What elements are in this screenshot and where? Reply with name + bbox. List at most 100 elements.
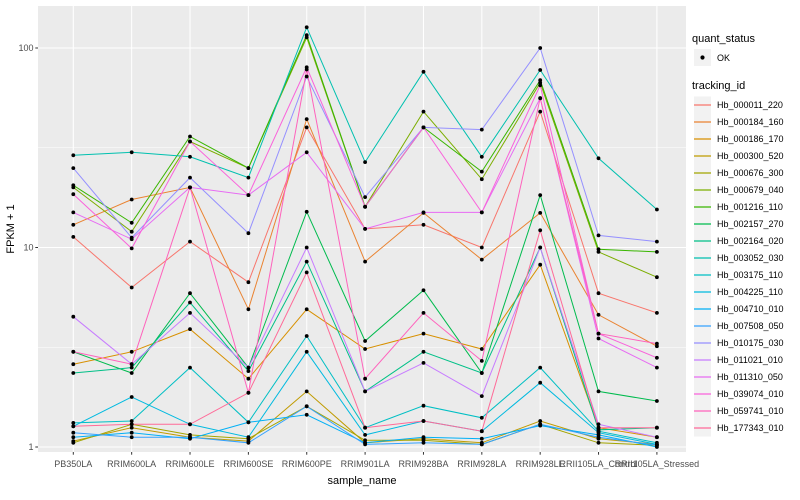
- data-point: [655, 365, 659, 370]
- data-point: [188, 365, 192, 370]
- data-point: [363, 204, 367, 209]
- legend-item-label: Hb_004225_110: [717, 287, 783, 297]
- legend-item-label: Hb_003175_110: [717, 270, 783, 280]
- data-point: [129, 285, 134, 290]
- x-tick-label: RRII105LA_Control: [560, 459, 638, 469]
- data-point: [655, 399, 659, 403]
- data-point: [538, 365, 543, 370]
- data-point: [363, 227, 367, 231]
- data-point: [71, 166, 76, 171]
- legend-item-label: Hb_039074_010: [717, 389, 784, 399]
- data-point: [479, 436, 484, 441]
- data-point: [479, 210, 484, 215]
- data-point: [655, 435, 659, 440]
- data-point: [246, 193, 251, 198]
- data-point: [596, 291, 601, 296]
- data-point: [188, 300, 192, 305]
- data-point: [304, 67, 309, 72]
- data-point: [538, 46, 543, 50]
- data-point: [304, 412, 309, 417]
- data-point: [304, 117, 309, 121]
- data-point: [304, 150, 309, 155]
- data-point: [304, 209, 309, 214]
- data-point: [246, 369, 251, 373]
- data-point: [71, 371, 76, 375]
- data-point: [596, 247, 601, 252]
- data-point: [655, 344, 659, 349]
- data-point: [479, 154, 484, 159]
- legend-item-label: Hb_003052_030: [717, 253, 784, 263]
- data-point: [538, 211, 543, 215]
- x-tick-label: RRIM600LE: [166, 459, 215, 469]
- data-point: [479, 169, 484, 174]
- data-point: [246, 420, 251, 425]
- data-point: [246, 175, 251, 180]
- data-point: [246, 435, 251, 440]
- data-point: [655, 275, 659, 280]
- data-point: [246, 307, 251, 312]
- data-point: [363, 347, 367, 351]
- data-point: [421, 361, 426, 365]
- data-point: [421, 435, 426, 440]
- data-point: [363, 376, 367, 381]
- data-point: [538, 80, 543, 85]
- data-point: [538, 193, 543, 198]
- data-point: [655, 443, 659, 448]
- data-point: [479, 442, 484, 447]
- data-point: [71, 430, 76, 435]
- y-tick-label: 10: [23, 243, 33, 253]
- legend-item-label: Hb_002164_020: [717, 236, 784, 246]
- y-tick-label: 100: [18, 43, 33, 53]
- legend-item-label: Hb_000679_040: [717, 185, 784, 195]
- data-point: [479, 359, 484, 363]
- data-point: [596, 389, 601, 394]
- data-point: [421, 210, 426, 215]
- data-point: [129, 430, 134, 435]
- data-point: [421, 125, 426, 130]
- x-axis-title: sample_name: [327, 475, 396, 487]
- y-tick-label: 1: [28, 442, 33, 452]
- data-point: [479, 127, 484, 132]
- data-point: [538, 96, 543, 101]
- data-point: [538, 380, 543, 385]
- data-point: [71, 362, 76, 367]
- legend-item-label: Hb_011310_050: [717, 372, 783, 382]
- x-tick-label: RRIM928LA: [457, 459, 506, 469]
- legend-quant-status-title: quant_status: [692, 33, 755, 45]
- data-point: [188, 175, 192, 180]
- legend-item-label: Hb_002157_270: [717, 219, 784, 229]
- x-tick-label: RRIM901LA: [341, 459, 390, 469]
- x-tick-label: RRII105LA_Stressed: [615, 459, 700, 469]
- data-point: [538, 83, 543, 88]
- data-point: [538, 109, 543, 114]
- data-point: [304, 25, 309, 30]
- data-point: [129, 246, 134, 251]
- data-point: [363, 339, 367, 343]
- data-point: [363, 442, 367, 447]
- data-point: [421, 419, 426, 423]
- data-point: [538, 422, 543, 427]
- data-point: [246, 231, 251, 236]
- legend-items: Hb_000011_220 Hb_000184_160 Hb_000186_170 H…: [694, 96, 784, 437]
- legend-item-label: Hb_007508_050: [717, 321, 784, 331]
- data-point: [188, 435, 192, 440]
- data-point: [188, 139, 192, 144]
- data-point: [655, 311, 659, 315]
- data-point: [363, 433, 367, 437]
- data-point: [188, 239, 192, 244]
- legend-item-label: Hb_000011_220: [717, 100, 783, 110]
- data-points-layer: [71, 25, 659, 449]
- x-tick-label: RRIM600PE: [282, 459, 332, 469]
- data-point: [246, 376, 251, 381]
- data-point: [304, 389, 309, 394]
- data-point: [421, 69, 426, 74]
- data-point: [479, 177, 484, 182]
- data-point: [655, 250, 659, 254]
- data-point: [129, 197, 134, 202]
- legend-item-label: Hb_177343_010: [717, 423, 784, 433]
- data-point: [71, 349, 76, 354]
- x-tick-label: RRIM600LA: [107, 459, 156, 469]
- data-point: [479, 429, 484, 434]
- data-point: [596, 331, 601, 336]
- data-point: [246, 166, 251, 171]
